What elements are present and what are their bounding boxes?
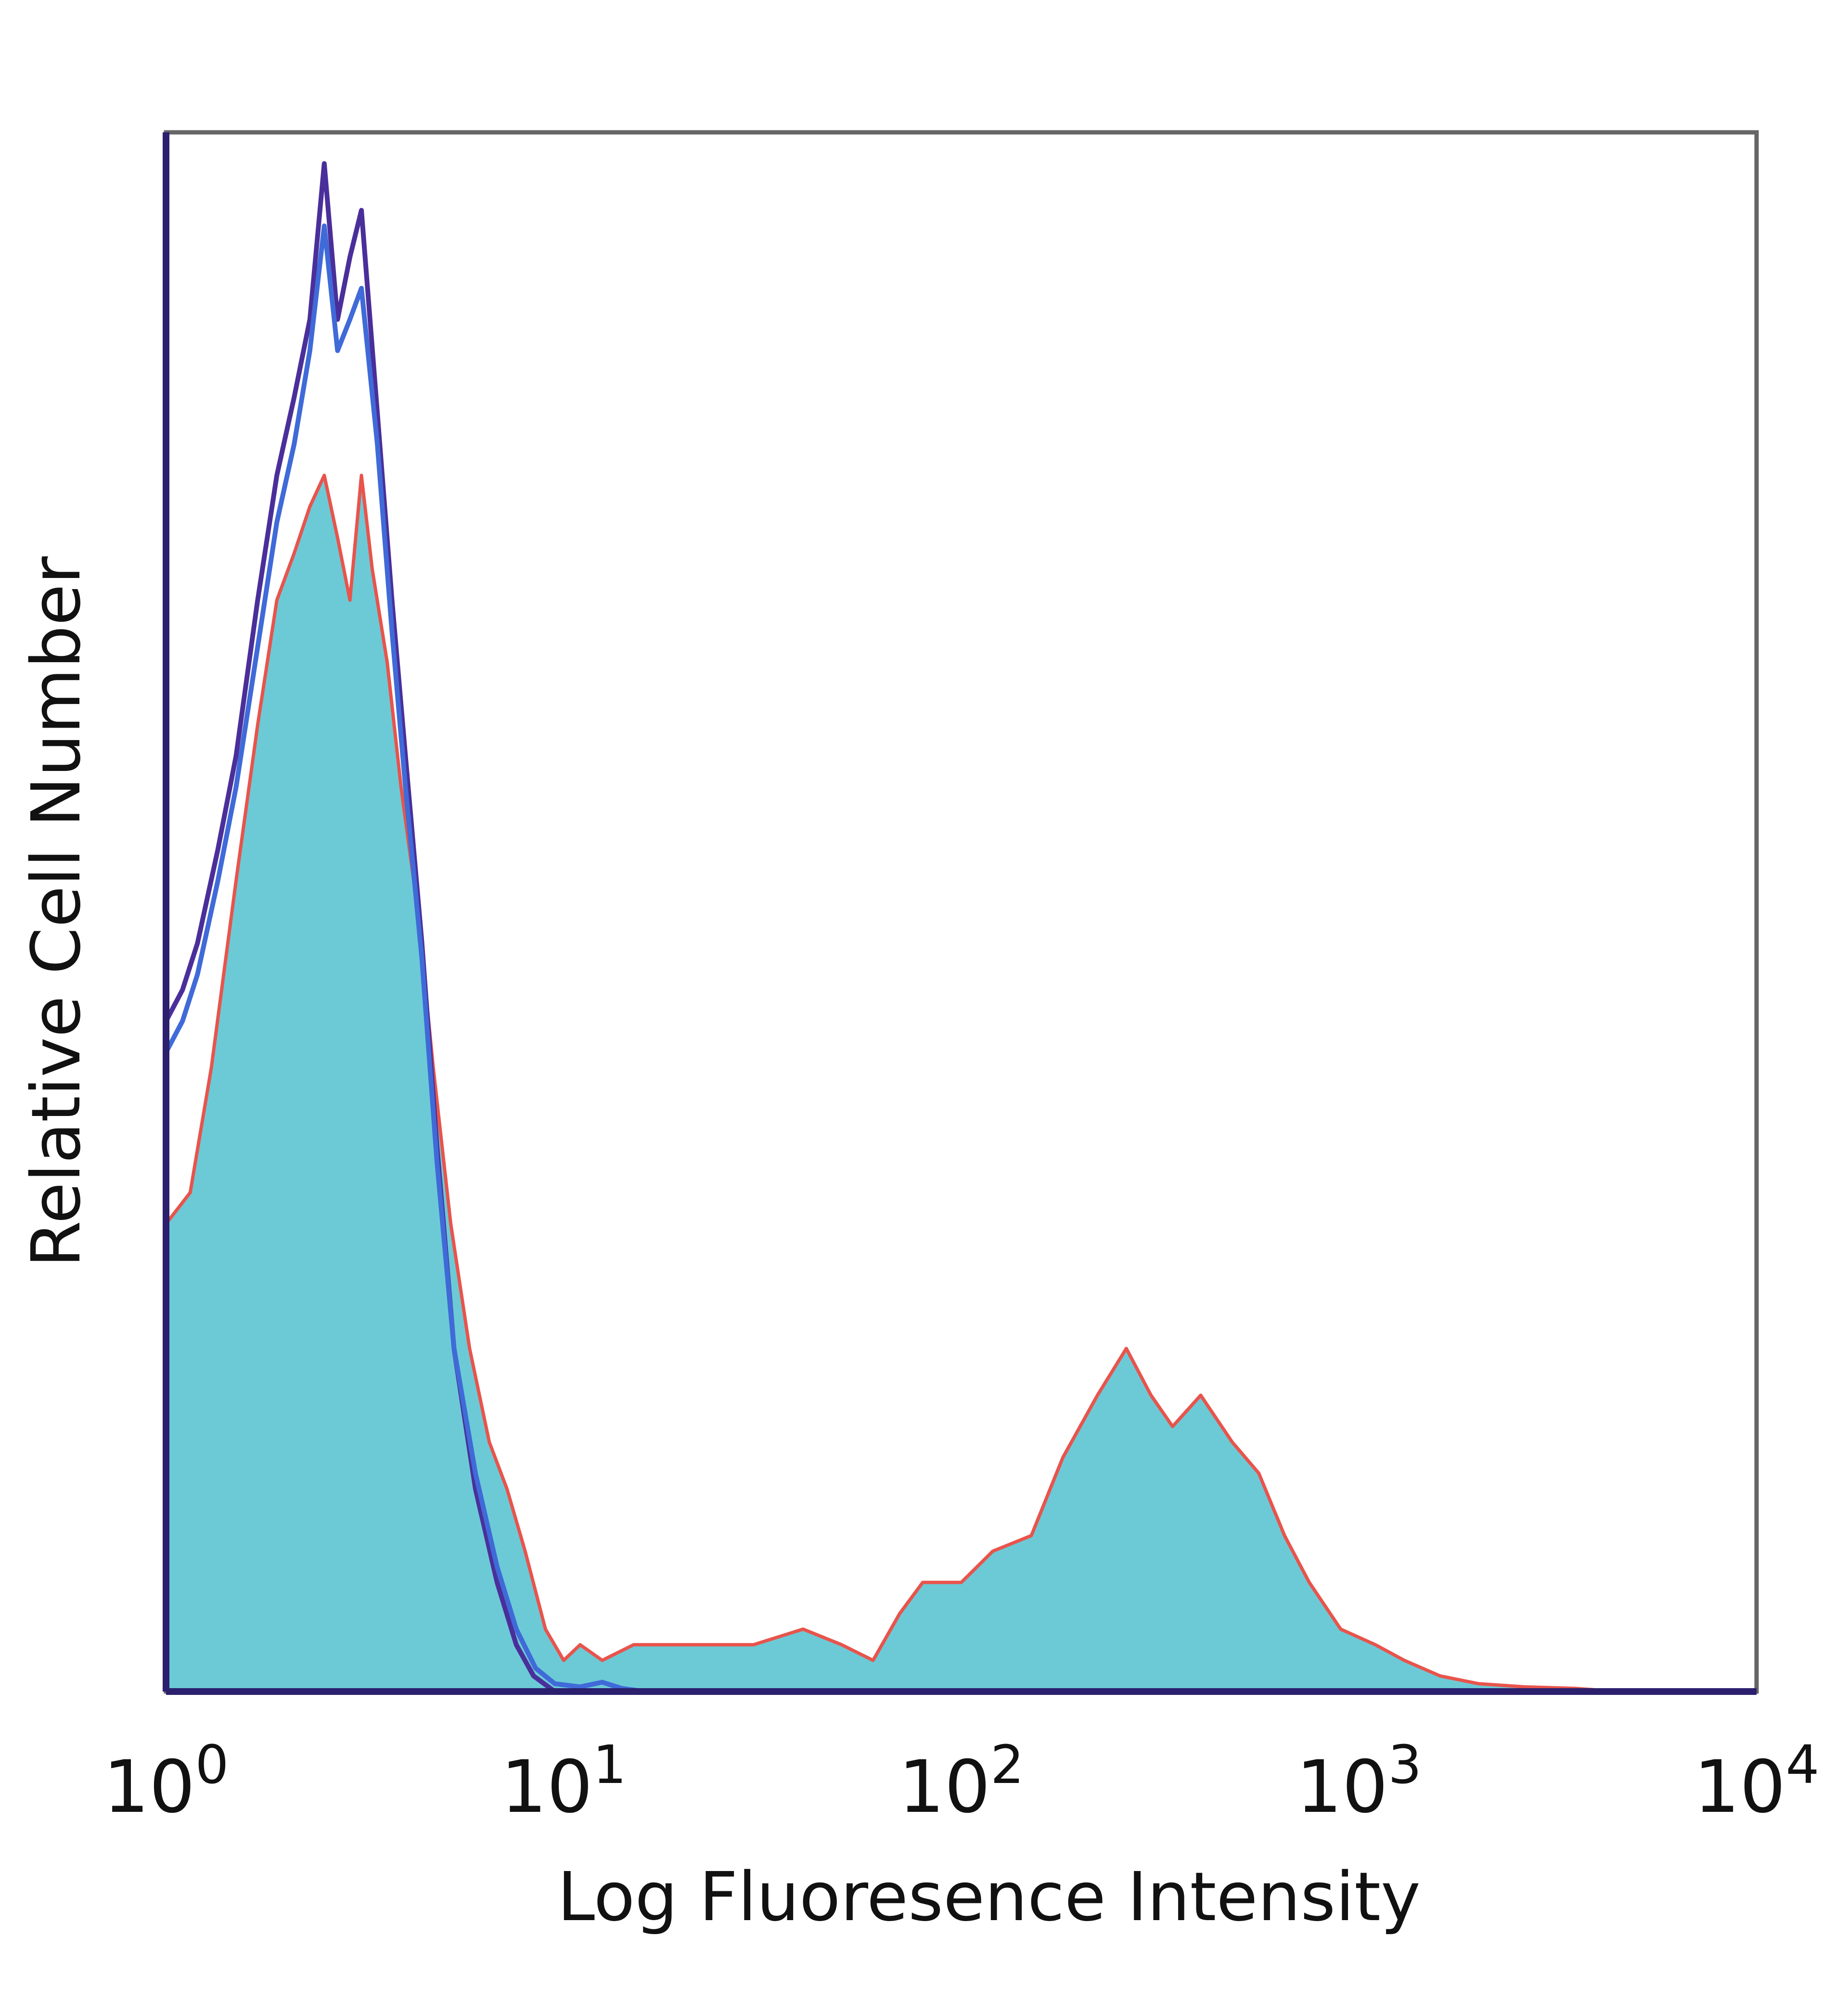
- series-layer: [164, 161, 1757, 1694]
- x-tick-label-4: 104: [1694, 1734, 1820, 1829]
- x-tick-label-0: 100: [103, 1734, 229, 1829]
- histogram-series-3-line: [164, 223, 1757, 1694]
- x-tick-label-3: 103: [1296, 1734, 1422, 1829]
- y-axis-label: Relative Cell Number: [17, 556, 96, 1268]
- x-tick-label-2: 102: [898, 1734, 1024, 1829]
- histogram-series-1-fill: [166, 475, 1757, 1692]
- x-tick-label-1: 101: [501, 1734, 627, 1829]
- histogram-series-1-outline: [165, 474, 1757, 1693]
- histogram-series-2-line: [164, 161, 1757, 1694]
- x-axis-label: Log Fluoresence Intensity: [557, 1858, 1421, 1936]
- x-tick-labels: 100 101 102 103 104: [103, 1734, 1820, 1829]
